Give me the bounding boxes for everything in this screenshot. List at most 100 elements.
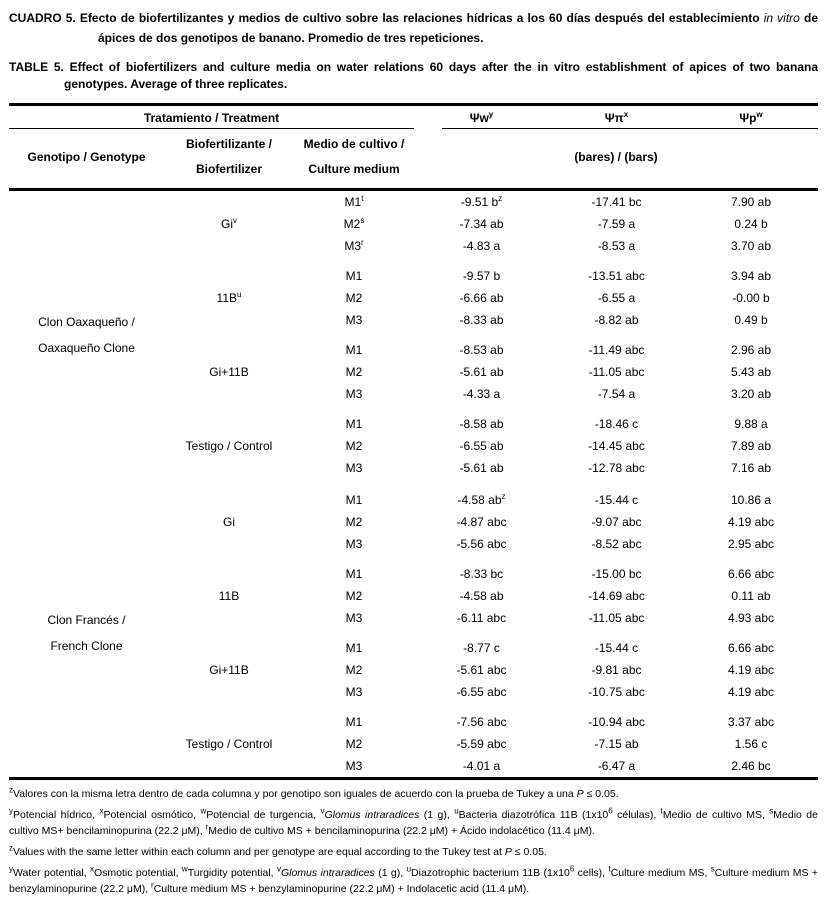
table-row: M2 -5.61 abc -9.81 abc 4.19 abc xyxy=(9,659,818,681)
genotype-gap-cell xyxy=(9,479,818,489)
table-row: Clon Oaxaqueño / Oaxaqueño Clone Giv M1t -9.… xyxy=(9,190,818,356)
psi-w-value: -8.33 ab xyxy=(459,313,504,327)
header-row-top: Tratamiento / Treatment Ψwy Ψπx Ψpw xyxy=(9,105,818,129)
psi-w-value: -4.58 abz xyxy=(457,492,506,508)
genotype-block: Clon Francés / French Clone Gi M1 -4.58 abz -… xyxy=(9,489,818,779)
medium-cell: M2 xyxy=(345,291,363,305)
treatment-underline xyxy=(9,128,414,129)
psi-w-value: -5.56 abc xyxy=(456,537,507,551)
psi-p-value: 0.11 ab xyxy=(731,589,771,603)
table-row: M3 -4.01 a -6.47 a 2.46 bc xyxy=(9,755,818,779)
medium-cell: M2 xyxy=(345,515,363,529)
psi-w-value: -7.56 abc xyxy=(456,715,507,729)
table-row: 11Bu M1 -9.57 b -13.51 abc 3.94 ab xyxy=(9,265,818,305)
psi-pi-value: -15.44 c xyxy=(594,641,639,655)
psi-pi-value: -11.05 abc xyxy=(588,611,645,625)
group-spacer xyxy=(164,405,818,413)
header-row-sub: Genotipo / Genotype Biofertilizante / Bi… xyxy=(9,129,818,191)
psi-pi-value: -9.81 abc xyxy=(591,663,642,677)
biofertilizer-cell: Giv xyxy=(221,216,237,232)
psi-w-value: -5.61 abc xyxy=(456,663,507,677)
psi-pi-value: -8.52 abc xyxy=(591,537,642,551)
table-row: M3 -5.61 ab -12.78 abc 7.16 ab xyxy=(9,457,818,479)
footnote-1: zValores con la misma letra dentro de ca… xyxy=(9,785,619,800)
medium-cell: M3 xyxy=(345,537,363,551)
psi-w-value: -5.61 ab xyxy=(459,461,504,475)
table-row: M3 -6.55 abc -10.75 abc 4.19 abc xyxy=(9,681,818,703)
table-row: M3r -4.83 a -8.53 a 3.70 ab xyxy=(9,235,818,257)
medium-cell: M1 xyxy=(345,417,363,431)
caption-spanish: CUADRO 5. Efecto de biofertilizantes y m… xyxy=(9,11,818,45)
footnote-4: yWater potential, xOsmotic potential, wT… xyxy=(9,864,818,895)
psi-underline xyxy=(442,128,818,129)
medium-cell: M2 xyxy=(345,737,363,751)
psi-pi-value: -6.55 a xyxy=(597,291,636,305)
psi-p-value: 4.19 abc xyxy=(727,515,775,529)
medium-cell: M3 xyxy=(345,461,363,475)
psi-p-value: -0.00 b xyxy=(732,291,770,305)
units-header: (bares) / (bars) xyxy=(414,129,818,191)
psi-w-value: -8.53 ab xyxy=(459,343,504,357)
table-row: M3 -6.11 abc -11.05 abc 4.93 abc xyxy=(9,607,818,629)
table-row: M3 -4.33 a -7.54 a 3.20 ab xyxy=(9,383,818,405)
psi-w-value: -9.57 b xyxy=(462,269,501,283)
psi-pi-value: -13.51 abc xyxy=(588,269,645,283)
table-row: 11B M1 -8.33 bc -15.00 bc 6.66 abc xyxy=(9,563,818,603)
footnotes: zValores con la misma letra dentro de ca… xyxy=(9,786,818,897)
psi-pi-value: -17.41 bc xyxy=(591,195,642,209)
psi-w-value: -6.66 ab xyxy=(459,291,504,305)
psi-p-value: 0.49 b xyxy=(734,313,768,327)
table-row: M2 -6.66 ab -6.55 a -0.00 b xyxy=(9,287,818,309)
psi-w-value: -6.11 abc xyxy=(456,611,507,625)
psi-p-value: 2.96 ab xyxy=(730,343,772,357)
psi-w-value: -8.77 c xyxy=(463,641,500,655)
medium-cell: M2s xyxy=(343,216,365,232)
psi-w-value: -4.58 ab xyxy=(459,589,504,603)
psi-pi-value: -10.94 abc xyxy=(588,715,645,729)
psi-w-value: -4.87 abc xyxy=(456,515,507,529)
table-row: Clon Francés / French Clone Gi M1 -4.58 abz -… xyxy=(9,489,818,654)
psi-p-value: 6.66 abc xyxy=(727,567,775,581)
psi-pi-value: -11.05 abc xyxy=(588,365,645,379)
psi-w-value: -7.34 ab xyxy=(459,217,504,231)
psi-pi-value: -12.78 abc xyxy=(588,461,645,475)
medium-header: Medio de cultivo / Culture medium xyxy=(294,129,414,191)
table-row: M3 -5.56 abc -8.52 abc 2.95 abc xyxy=(9,533,818,555)
psi-p-value: 7.16 ab xyxy=(730,461,772,475)
psi-p-value: 2.95 abc xyxy=(727,537,775,551)
table-row: M2 -6.55 ab -14.45 abc 7.89 ab xyxy=(9,435,818,457)
medium-cell: M1 xyxy=(345,567,363,581)
psi-p-value: 5.43 ab xyxy=(730,365,772,379)
psi-pi-value: -14.45 abc xyxy=(588,439,645,453)
psi-p-value: 3.94 ab xyxy=(730,269,772,283)
caption-english: TABLE 5. Effect of biofertilizers and cu… xyxy=(9,60,818,91)
genotype-gap-row xyxy=(9,479,818,489)
medium-cell: M2 xyxy=(345,365,363,379)
psi-pi-value: -9.07 abc xyxy=(591,515,642,529)
medium-cell: M3 xyxy=(345,313,363,327)
medium-cell: M3 xyxy=(345,387,363,401)
psi-w-value: -4.83 a xyxy=(462,239,501,253)
medium-cell: M3 xyxy=(345,685,363,699)
psi-w-value: -6.55 abc xyxy=(456,685,507,699)
psi-w-value: -4.01 a xyxy=(462,759,501,773)
group-spacer xyxy=(164,703,818,711)
table-header: Tratamiento / Treatment Ψwy Ψπx Ψpw Geno… xyxy=(9,105,818,191)
table-row: M2 -5.61 ab -11.05 abc 5.43 ab xyxy=(9,361,818,383)
psi-p-value: 7.89 ab xyxy=(730,439,772,453)
genotype-cell: Clon Francés / French Clone xyxy=(47,613,126,653)
table-row: M2s -7.34 ab -7.59 a 0.24 b xyxy=(9,213,818,235)
medium-cell: M1 xyxy=(345,641,363,655)
psi-p-value: 4.19 abc xyxy=(727,685,775,699)
biofertilizer-cell: Gi+11B xyxy=(209,663,249,677)
psi-pi-value: -10.75 abc xyxy=(588,685,645,699)
psi-p-value: 6.66 abc xyxy=(727,641,775,655)
psi-p-value: 10.86 a xyxy=(730,493,772,507)
psi-p-header: Ψpw xyxy=(739,110,763,126)
genotype-block: Clon Oaxaqueño / Oaxaqueño Clone Giv M1t -9.… xyxy=(9,190,818,480)
psi-p-value: 2.46 bc xyxy=(731,759,771,773)
footnote-3: zValues with the same letter within each… xyxy=(9,843,547,858)
psi-w-value: -9.51 bz xyxy=(460,194,503,210)
header-rule-row xyxy=(9,128,818,129)
